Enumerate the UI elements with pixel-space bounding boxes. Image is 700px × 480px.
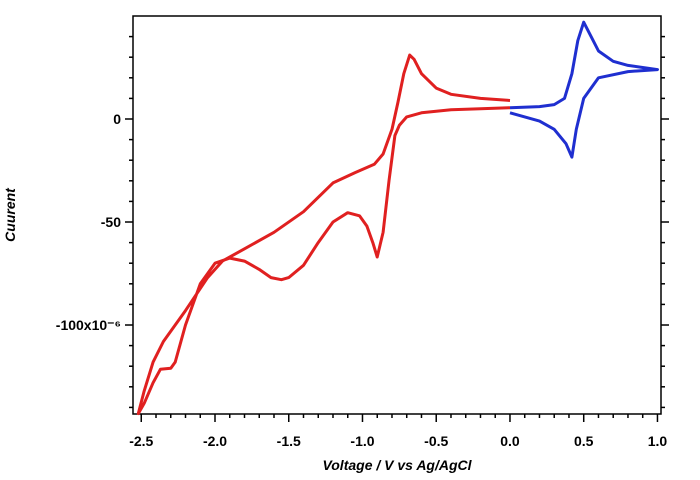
x-tick-label: -2.5 (129, 433, 153, 449)
x-tick-label: 0.0 (500, 433, 520, 449)
x-tick-label: 1.0 (648, 433, 668, 449)
x-tick-label: -2.0 (203, 433, 227, 449)
x-axis-label: Voltage / V vs Ag/AgCl (322, 457, 472, 473)
y-tick-label: 0 (113, 111, 121, 127)
series-line (136, 53, 511, 416)
y-tick-label: -100x10⁻⁶ (56, 317, 121, 333)
series-line (509, 20, 659, 159)
x-tick-label: -1.0 (350, 433, 374, 449)
x-tick-label: -1.5 (277, 433, 301, 449)
x-tick-label: 0.5 (574, 433, 594, 449)
x-tick-label: -0.5 (424, 433, 448, 449)
plot-frame (132, 15, 662, 415)
y-tick-label: -50 (101, 214, 121, 230)
y-axis-label: Cuurent (2, 187, 18, 242)
